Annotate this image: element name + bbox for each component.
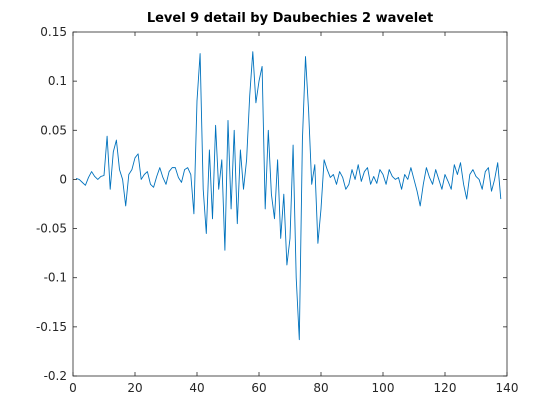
chart-title: Level 9 detail by Daubechies 2 wavelet — [147, 11, 433, 26]
y-tick-label: -0.1 — [44, 271, 67, 285]
y-tick-label: -0.15 — [36, 320, 67, 334]
x-tick-label: 20 — [127, 381, 142, 395]
x-tick-label: 60 — [251, 381, 266, 395]
y-tick-label: 0.15 — [40, 25, 67, 39]
x-tick-label: 0 — [69, 381, 77, 395]
x-tick-label: 40 — [189, 381, 204, 395]
plot-area — [72, 31, 508, 377]
y-tick-label: 0 — [59, 172, 67, 186]
y-tick-label: 0.1 — [48, 74, 67, 88]
x-tick-label: 100 — [372, 381, 395, 395]
data-line — [75, 51, 502, 341]
x-tick-label: 80 — [313, 381, 328, 395]
y-tick-label: 0.05 — [40, 123, 67, 137]
x-tick-label: 120 — [434, 381, 457, 395]
x-tick-label: 140 — [496, 381, 519, 395]
y-tick-label: -0.2 — [44, 369, 67, 383]
y-tick-label: -0.05 — [36, 222, 67, 236]
